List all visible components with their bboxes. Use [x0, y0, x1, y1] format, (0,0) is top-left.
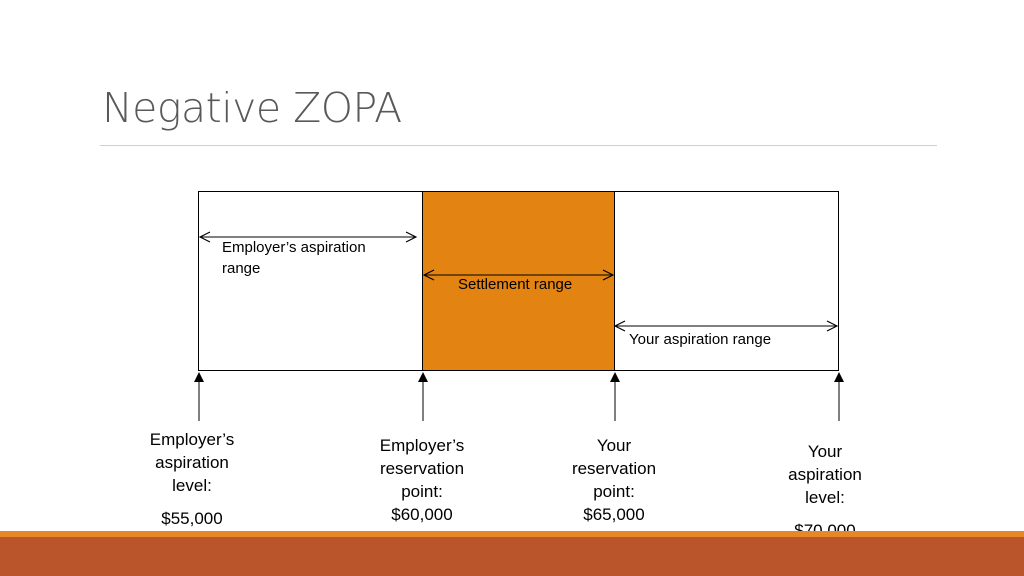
- slide-title: Negative ZOPA: [102, 84, 402, 132]
- point-label-text: Employer’s aspiration level:: [149, 430, 235, 495]
- settlement-box: [422, 191, 615, 371]
- your-aspiration-level: Your aspiration level: $70,000: [760, 440, 890, 542]
- employer-aspiration-range-label: Employer’s aspiration range: [222, 239, 366, 277]
- your-aspiration-range-label: Your aspiration range: [629, 331, 772, 348]
- point-value: $65,000: [583, 505, 645, 524]
- settlement-range-label: Settlement range: [458, 276, 573, 293]
- point-value: $55,000: [161, 509, 223, 528]
- your-reservation-point: Your reservation point: $65,000: [549, 434, 679, 526]
- footer-accent-stripe: [0, 531, 1024, 537]
- employer-reservation-point: Employer’s reservation point: $60,000: [357, 434, 487, 526]
- point-label-text: Your reservation point:: [571, 436, 657, 501]
- footer-bar: [0, 537, 1024, 576]
- point-label-text: Employer’s reservation point:: [379, 436, 465, 501]
- point-value: $60,000: [391, 505, 453, 524]
- title-divider: [100, 145, 937, 146]
- point-label-text: Your aspiration level:: [788, 442, 862, 507]
- employer-aspiration-level: Employer’s aspiration level: $55,000: [127, 428, 257, 530]
